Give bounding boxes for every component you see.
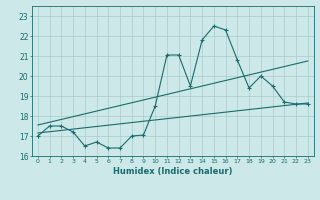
X-axis label: Humidex (Indice chaleur): Humidex (Indice chaleur) <box>113 167 233 176</box>
